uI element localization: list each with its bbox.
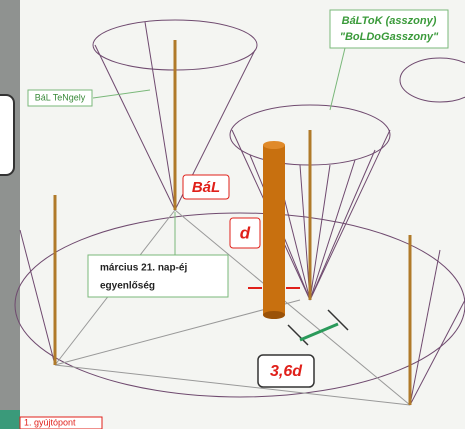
focus-label: 1. gyújtópont: [19, 416, 103, 429]
side-strip: [0, 0, 20, 429]
equinox-text: március 21. nap-éj: [100, 263, 187, 274]
pillar-shape: [263, 141, 285, 319]
distance-marks: [287, 309, 349, 346]
poles: [53, 40, 412, 405]
equinox-text: egyenlőség: [100, 281, 155, 292]
distance-text: 3,6d: [270, 363, 303, 380]
cone-title: BáLToK (asszony): [342, 15, 437, 27]
axis-text: BáL TeNgely: [35, 92, 86, 102]
pillar-text: BáL: [192, 179, 220, 196]
cone-label: BáLToK (asszony) "BoLDoGasszony": [329, 9, 449, 111]
pillar-label: BáL: [182, 174, 230, 200]
diameter-text: d: [240, 223, 251, 242]
focus-text: 1. gyújtópont: [24, 417, 76, 427]
axis-label: BáL TeNgely: [27, 89, 151, 107]
side-frame: [0, 94, 15, 176]
equinox-label: március 21. nap-éj egyenlőség: [87, 212, 229, 298]
diameter-label: d: [229, 217, 261, 249]
distance-label: 3,6d: [257, 354, 315, 388]
cone-subtitle: "BoLDoGasszony": [340, 31, 439, 43]
side-accent: [0, 410, 20, 429]
